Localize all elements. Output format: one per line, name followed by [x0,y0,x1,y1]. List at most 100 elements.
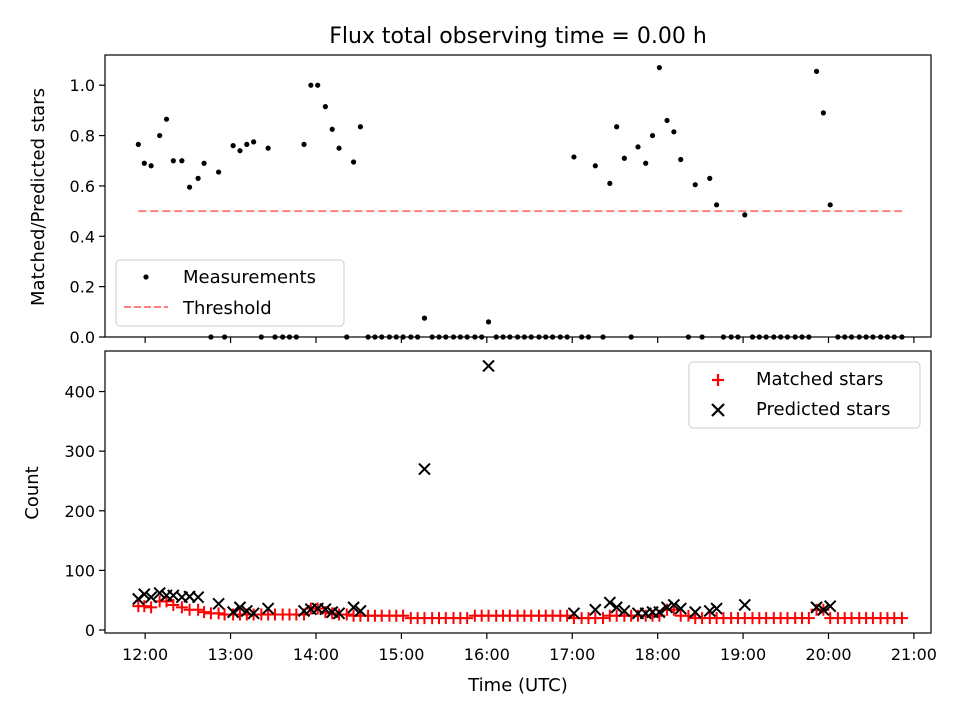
matched-stars-point [138,600,151,613]
predicted-stars-point [618,604,631,618]
predicted-stars-point [589,603,602,616]
measurements-point [692,182,698,188]
measurements-point [350,159,357,165]
predicted-stars-point [710,602,723,615]
matched-stars-point [802,612,815,625]
top-y-tick-label: 0.0 [70,328,95,347]
measurements-point [329,126,335,132]
predicted-stars-point [667,598,681,612]
measurements-point [265,145,271,151]
ratio-panel: Flux total observing time = 0.00 h Match… [28,24,932,347]
matched-stars-point [340,608,353,621]
x-tick-label: 15:00 [378,645,424,664]
measurements-point [186,184,193,190]
matched-stars-point [167,598,180,611]
matched-stars-point [175,601,188,614]
legend-measurements-label: Measurements [183,267,316,288]
measurements-point [742,212,748,218]
matched-stars-point [596,612,609,625]
measurements-point [195,175,201,181]
bottom-y-tick-label: 300 [64,442,95,461]
x-tick-label: 21:00 [891,645,937,664]
measurements-point [607,180,613,187]
measurements-point [827,202,833,208]
predicted-stars-point [347,601,360,614]
measurements-point [179,158,185,164]
x-tick-label: 20:00 [805,645,851,664]
measurements-point [237,148,243,154]
top-y-tick-label: 1.0 [70,76,95,95]
legend-predicted-label: Predicted stars [756,399,890,420]
measurements-point [301,141,307,147]
legend-matched-marker [712,374,724,386]
predicted-stars-point [354,604,367,618]
measurements-point [135,141,141,147]
count-panel: Count Time (UTC) 0 100 200 300 400 12:00 13:00… [22,350,937,696]
measurements-point [308,82,314,88]
predicted-stars-point [144,591,158,604]
x-tick-label: 13:00 [208,645,254,664]
measurements-point [216,169,222,175]
legend-measurements-marker [143,274,149,280]
measurements-point [336,145,342,151]
measurements-point [157,132,163,139]
measurements-point [421,315,428,321]
measurements-point [322,104,328,110]
matched-stars-point [198,606,211,619]
matched-stars-point [461,612,474,625]
measurements-point [678,156,684,163]
predicted-stars-point [703,604,716,618]
predicted-stars-point [191,591,205,604]
measurements-point [820,110,826,116]
predicted-stars-point [603,596,617,609]
predicted-stars-point [689,605,702,619]
top-y-tick-label: 0.6 [70,177,95,196]
top-legend-box [115,259,345,327]
x-tick-label: 19:00 [720,645,766,664]
measurements-point [643,160,649,166]
legend-predicted-marker [711,403,725,417]
bottom-y-tick-label: 100 [64,561,95,580]
measurements-point [230,143,236,149]
measurements-point [315,82,321,88]
measurements-point [141,160,147,166]
predicted-stars-point [261,602,275,615]
predicted-stars-point [153,586,166,600]
matched-stars-point [895,612,908,625]
matched-stars-point [397,609,410,622]
bottom-y-axis-label: Count [22,466,43,519]
predicted-stars-point [212,597,225,610]
predicted-stars-point [233,601,247,614]
predicted-stars-point [610,601,623,614]
measurements-point [656,64,662,71]
predicted-stars-point [247,607,260,620]
bottom-y-tick-label: 0 [85,621,95,640]
top-legend: Measurements Threshold [115,259,345,327]
predicted-stars-point [567,607,581,620]
predicted-stars-point [482,359,495,373]
measurements-point [671,129,677,135]
x-axis-label: Time (UTC) [467,675,568,696]
predicted-stars-point [138,588,151,601]
measurements-point [707,175,713,181]
predicted-stars-point [653,605,666,619]
measurements-point [244,141,250,147]
predicted-stars-point [240,604,254,618]
x-tick-label: 17:00 [549,645,595,664]
measurements-point [485,319,492,325]
measurements-point [148,163,154,169]
bottom-legend-box [688,361,921,429]
bottom-axes-frame [104,350,932,634]
predicted-stars-point [674,602,687,615]
top-y-axis-label: Matched/Predicted stars [28,88,49,306]
measurements-point [592,163,598,169]
measurements-point [357,124,364,130]
matched-stars-point [160,595,173,608]
top-axes-frame [104,54,932,338]
x-tick-label: 18:00 [635,645,681,664]
matched-stars-point [212,607,225,620]
x-tick-label: 16:00 [464,645,510,664]
matched-stars-point [145,601,158,614]
predicted-stars-point [817,603,830,616]
